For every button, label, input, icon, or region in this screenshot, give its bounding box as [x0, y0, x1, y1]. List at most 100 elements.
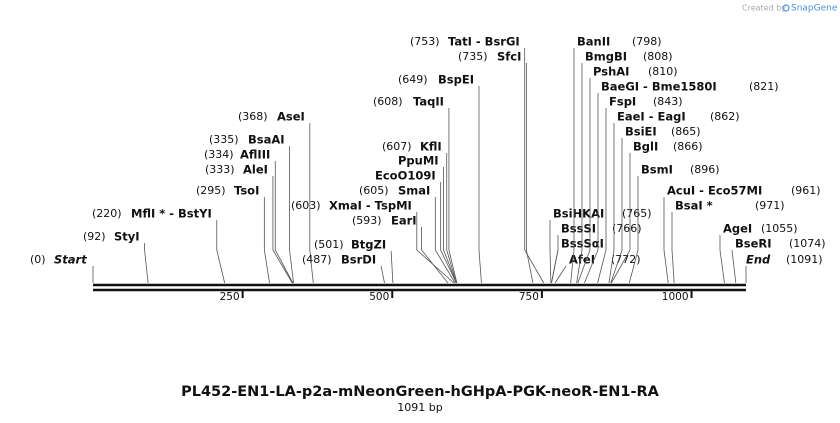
site-leader — [421, 227, 449, 284]
site-name: AflIII — [240, 148, 270, 162]
site-name: SmaI — [398, 184, 430, 198]
site-leader — [289, 146, 294, 284]
site-name: Start — [54, 253, 87, 267]
site-position: (766) — [612, 222, 642, 235]
site-name: BssSI — [561, 222, 596, 236]
site-position: (753) — [410, 35, 440, 48]
site-name: PpuMI — [398, 154, 439, 168]
site-name: TaqII — [413, 95, 444, 109]
site-position: (961) — [791, 184, 821, 197]
site-name: BsiHKAI — [553, 207, 604, 221]
site-position: (772) — [611, 253, 641, 266]
title: PL452-EN1-LA-p2a-mNeonGreen-hGHpA-PGK-ne… — [181, 384, 660, 400]
site-name: BsmI — [641, 163, 673, 177]
site-leader — [554, 265, 567, 284]
site-position: (593) — [352, 214, 382, 227]
site-leader — [610, 153, 631, 284]
site-leader — [610, 138, 623, 284]
site-position: (603) — [291, 199, 321, 212]
site-position: (0) — [30, 253, 46, 266]
site-name: BspEI — [438, 73, 474, 87]
site-position: (1055) — [761, 222, 798, 235]
site-position: (821) — [749, 80, 779, 93]
site-name: KflI — [420, 140, 442, 154]
site-name: AfeI — [569, 253, 595, 267]
site-position: (843) — [653, 95, 683, 108]
site-name: BsrDI — [341, 253, 376, 267]
subtitle: 1091 bp — [397, 401, 442, 414]
site-name: EcoO109I — [375, 169, 436, 183]
site-name: BseRI — [735, 237, 772, 251]
site-name: StyI — [114, 230, 140, 244]
site-leader — [628, 176, 639, 284]
site-name: End — [746, 253, 771, 267]
site-leader — [446, 153, 457, 284]
site-leader — [524, 48, 545, 284]
site-leader — [570, 48, 575, 284]
tick-label: 1000 — [662, 291, 689, 303]
site-name: AleI — [243, 163, 268, 177]
brand-logo — [782, 4, 790, 12]
site-position: (971) — [755, 199, 785, 212]
tick-label: 250 — [220, 291, 240, 303]
site-name: BsaAI — [248, 133, 285, 147]
site-position: (334) — [204, 148, 234, 161]
site-position: (92) — [83, 230, 106, 243]
site-leader — [597, 108, 607, 284]
brand: SnapGene — [791, 4, 838, 14]
site-position: (608) — [373, 95, 403, 108]
site-leader — [440, 182, 457, 284]
site-name: BssSαI — [561, 237, 604, 251]
site-position: (798) — [632, 35, 662, 48]
site-leader — [584, 93, 599, 284]
site-position: (896) — [690, 163, 720, 176]
site-leader — [731, 249, 737, 284]
site-position: (1091) — [786, 253, 823, 266]
site-name: BaeGI - Bme1580I — [601, 80, 717, 94]
site-position: (649) — [398, 73, 428, 86]
site-name: FspI — [609, 95, 636, 109]
site-name: AcuI - Eco57MI — [667, 184, 762, 198]
site-name: SfcI — [497, 50, 521, 64]
site-position: (368) — [238, 110, 268, 123]
site-position: (295) — [196, 184, 226, 197]
site-leader — [549, 220, 552, 284]
site-position: (501) — [314, 238, 344, 251]
site-leader — [608, 123, 615, 284]
site-name: AgeI — [723, 222, 752, 236]
site-leader — [663, 197, 669, 284]
site-name: XmaI - TspMI — [329, 199, 412, 213]
site-leader — [576, 63, 583, 284]
site-leader — [263, 197, 270, 284]
site-position: (220) — [92, 207, 122, 220]
site-position: (765) — [622, 207, 652, 220]
site-position: (605) — [359, 184, 389, 197]
site-position: (735) — [458, 50, 488, 63]
site-name: BmgBI — [585, 50, 627, 64]
site-position: (865) — [671, 125, 701, 138]
site-position: (866) — [673, 140, 703, 153]
site-position: (333) — [205, 163, 235, 176]
tick-label: 500 — [369, 291, 389, 303]
site-position: (808) — [643, 50, 673, 63]
site-name: BtgZI — [351, 238, 386, 252]
site-name: EaeI - EagI — [617, 110, 686, 124]
site-position: (862) — [710, 110, 740, 123]
site-name: TatI - BsrGI — [448, 35, 520, 49]
site-leader — [309, 123, 314, 284]
site-leader — [216, 220, 226, 284]
site-leader — [390, 250, 394, 284]
site-leader — [577, 78, 591, 284]
site-name: BsaI * — [675, 199, 713, 213]
site-leader — [272, 176, 293, 284]
site-name: EarI — [391, 214, 417, 228]
site-name: BglI — [633, 140, 658, 154]
site-name: TsoI — [234, 184, 259, 198]
site-position: (810) — [648, 65, 678, 78]
site-leader — [443, 167, 457, 284]
site-leader — [478, 86, 482, 284]
site-leader — [434, 197, 456, 284]
site-leader — [274, 161, 294, 284]
site-position: (335) — [209, 133, 239, 146]
